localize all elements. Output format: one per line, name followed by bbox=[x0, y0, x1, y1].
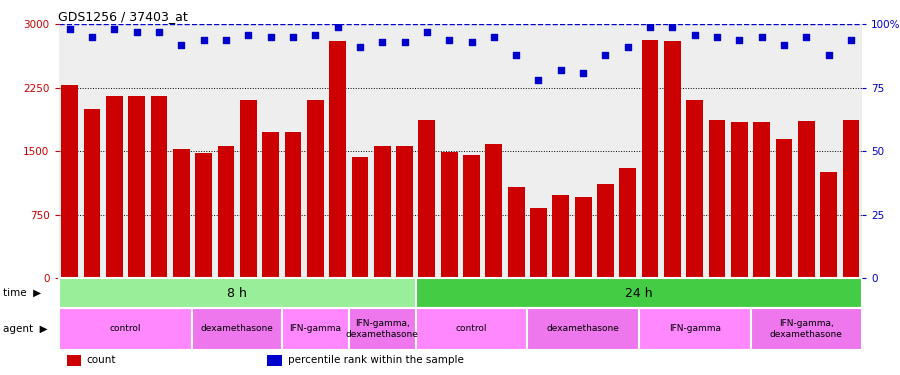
Bar bbox=[267, 355, 282, 366]
Bar bbox=[751, 308, 862, 350]
Bar bbox=[820, 172, 837, 278]
Bar bbox=[597, 184, 614, 278]
Bar bbox=[348, 308, 416, 350]
Text: control: control bbox=[455, 324, 487, 333]
Bar bbox=[619, 168, 636, 278]
Point bbox=[643, 24, 657, 30]
Bar bbox=[240, 100, 256, 278]
Bar bbox=[282, 308, 348, 350]
Point bbox=[576, 70, 590, 76]
Bar bbox=[639, 308, 751, 350]
Bar bbox=[842, 120, 860, 278]
Bar bbox=[106, 96, 122, 278]
Bar bbox=[84, 109, 101, 278]
Point bbox=[241, 32, 256, 38]
Bar bbox=[416, 278, 862, 308]
Point bbox=[487, 34, 501, 40]
Point bbox=[710, 34, 724, 40]
Bar bbox=[731, 122, 748, 278]
Point bbox=[442, 37, 456, 43]
Bar bbox=[527, 308, 639, 350]
Point bbox=[196, 37, 211, 43]
Point bbox=[308, 32, 322, 38]
Bar bbox=[129, 96, 145, 278]
Bar bbox=[776, 138, 792, 278]
Bar bbox=[374, 146, 391, 278]
Point bbox=[621, 44, 635, 50]
Bar bbox=[416, 308, 527, 350]
Point bbox=[598, 52, 613, 58]
Point bbox=[754, 34, 769, 40]
Bar bbox=[195, 153, 212, 278]
Point bbox=[799, 34, 814, 40]
Point bbox=[353, 44, 367, 50]
Bar bbox=[396, 146, 413, 278]
Point bbox=[285, 34, 300, 40]
Point bbox=[665, 24, 680, 30]
Bar bbox=[575, 197, 591, 278]
Bar bbox=[262, 132, 279, 278]
Bar bbox=[441, 152, 457, 278]
Bar bbox=[708, 120, 725, 278]
Bar bbox=[530, 208, 547, 278]
Bar bbox=[218, 146, 234, 278]
Text: IFN-gamma: IFN-gamma bbox=[669, 324, 721, 333]
Bar bbox=[508, 187, 525, 278]
Bar bbox=[150, 96, 167, 278]
Bar bbox=[753, 122, 770, 278]
Bar bbox=[193, 308, 282, 350]
Bar bbox=[61, 85, 78, 278]
Bar bbox=[352, 157, 368, 278]
Bar bbox=[642, 40, 659, 278]
Bar bbox=[173, 149, 190, 278]
Bar bbox=[687, 100, 703, 278]
Point bbox=[509, 52, 524, 58]
Point bbox=[174, 42, 188, 48]
Point bbox=[107, 27, 122, 33]
Text: time  ▶: time ▶ bbox=[3, 288, 40, 298]
Point bbox=[152, 29, 166, 35]
Bar bbox=[58, 278, 416, 308]
Text: control: control bbox=[110, 324, 141, 333]
Bar bbox=[664, 41, 680, 278]
Text: percentile rank within the sample: percentile rank within the sample bbox=[288, 355, 464, 365]
Point bbox=[264, 34, 278, 40]
Text: dexamethasone: dexamethasone bbox=[546, 324, 619, 333]
Point bbox=[777, 42, 791, 48]
Text: dexamethasone: dexamethasone bbox=[201, 324, 274, 333]
Bar bbox=[284, 132, 302, 278]
Text: IFN-gamma: IFN-gamma bbox=[289, 324, 341, 333]
Point bbox=[375, 39, 390, 45]
Point bbox=[85, 34, 99, 40]
Point bbox=[219, 37, 233, 43]
Bar bbox=[58, 308, 193, 350]
Point bbox=[822, 52, 836, 58]
Point bbox=[464, 39, 479, 45]
Point bbox=[130, 29, 144, 35]
Text: 8 h: 8 h bbox=[227, 286, 247, 300]
Text: IFN-gamma,
dexamethasone: IFN-gamma, dexamethasone bbox=[346, 319, 419, 339]
Point bbox=[688, 32, 702, 38]
Point bbox=[733, 37, 747, 43]
Bar bbox=[553, 195, 569, 278]
Text: GDS1256 / 37403_at: GDS1256 / 37403_at bbox=[58, 10, 188, 23]
Bar bbox=[307, 100, 324, 278]
Bar bbox=[464, 154, 480, 278]
Point bbox=[62, 27, 77, 33]
Text: 24 h: 24 h bbox=[626, 286, 652, 300]
Point bbox=[419, 29, 434, 35]
Point bbox=[554, 67, 568, 73]
Text: count: count bbox=[86, 355, 116, 365]
Point bbox=[844, 37, 859, 43]
Bar bbox=[329, 41, 346, 278]
Bar bbox=[418, 120, 436, 278]
Point bbox=[531, 77, 545, 83]
Point bbox=[330, 24, 345, 30]
Bar bbox=[67, 355, 81, 366]
Point bbox=[397, 39, 411, 45]
Text: IFN-gamma,
dexamethasone: IFN-gamma, dexamethasone bbox=[770, 319, 842, 339]
Bar bbox=[485, 144, 502, 278]
Bar bbox=[798, 121, 814, 278]
Text: agent  ▶: agent ▶ bbox=[3, 324, 48, 334]
